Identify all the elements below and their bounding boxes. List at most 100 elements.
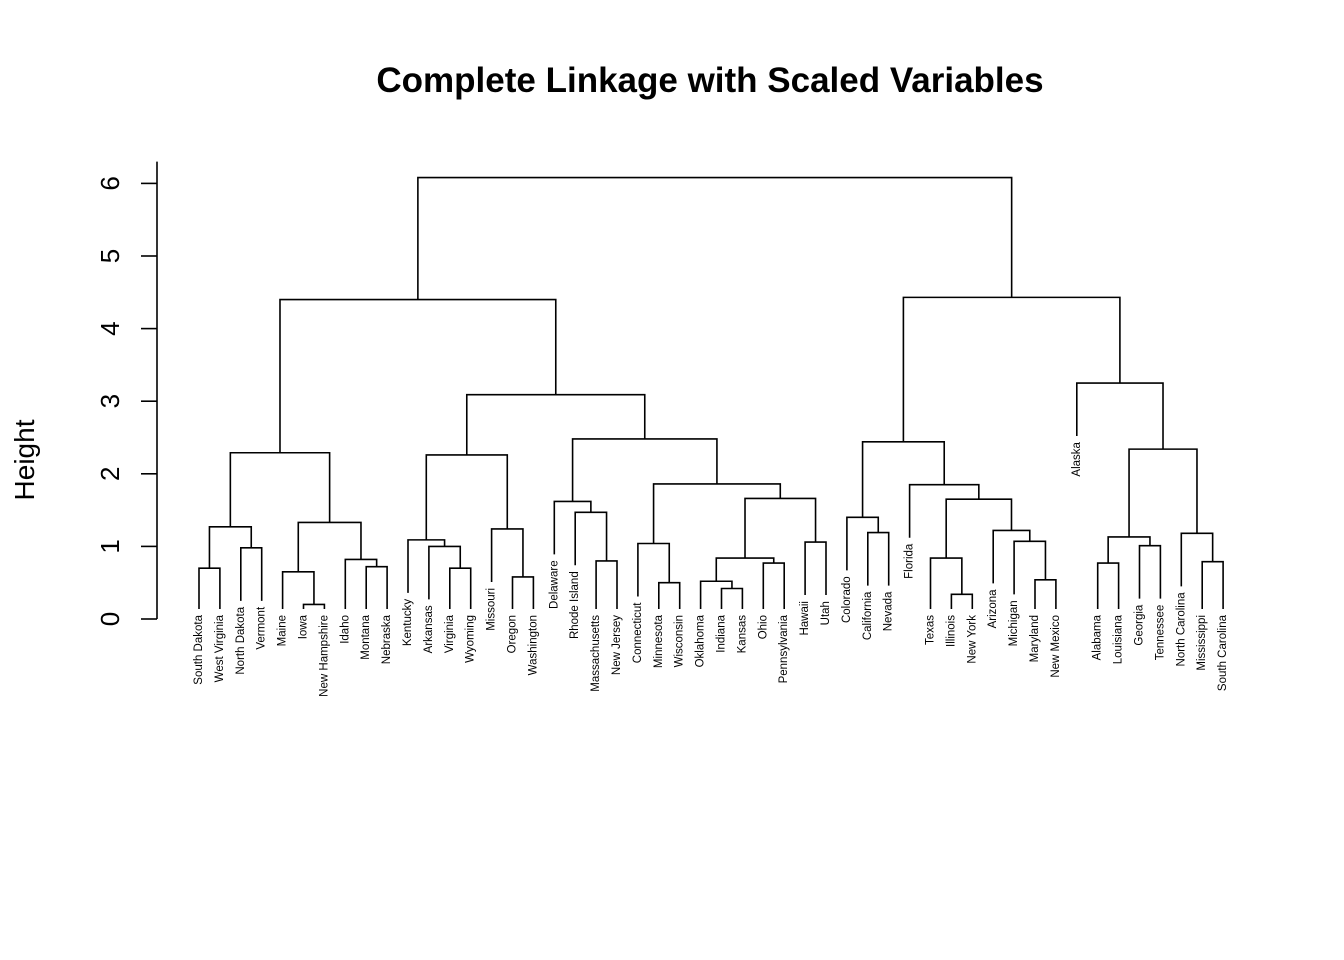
merge-link-40 <box>861 441 946 518</box>
merge-link-6 <box>365 565 388 609</box>
leaf-label-oklahoma: Oklahoma <box>695 614 707 667</box>
merge-link-11 <box>428 545 462 600</box>
leaf-label-connecticut: Connecticut <box>632 602 644 664</box>
merge-link-31 <box>867 531 890 586</box>
leaf-label-arkansas: Arkansas <box>423 605 435 653</box>
y-tick-label-3: 3 <box>95 394 125 408</box>
y-axis: 0 1 2 3 4 5 6 <box>95 161 158 626</box>
merge-link-43 <box>1107 536 1151 564</box>
leaf-label-rhode-island: Rhode Island <box>569 571 581 639</box>
leaf-label-minnesota: Minnesota <box>653 614 665 668</box>
leaf-label-iowa: Iowa <box>298 614 310 639</box>
leaf-label-delaware: Delaware <box>548 560 560 609</box>
y-tick-label-1: 1 <box>95 539 125 553</box>
merge-link-45 <box>1180 532 1214 587</box>
leaf-label-montana: Montana <box>360 614 372 659</box>
merge-link-44 <box>1201 560 1224 609</box>
leaf-label-oregon: Oregon <box>507 615 519 653</box>
leaf-label-mississippi: Mississippi <box>1196 615 1208 671</box>
merge-link-39 <box>908 483 980 538</box>
merge-link-13 <box>511 576 535 609</box>
leaf-label-massachusetts: Massachusetts <box>590 615 602 692</box>
leaf-label-kansas: Kansas <box>736 615 748 654</box>
merge-link-32 <box>846 516 880 571</box>
merge-link-19 <box>658 581 681 609</box>
merge-link-16 <box>595 560 618 609</box>
merge-link-22 <box>699 580 733 609</box>
merge-link-48 <box>902 296 1121 442</box>
leaf-label-wyoming: Wyoming <box>465 615 477 663</box>
y-tick-label-6: 6 <box>95 176 125 190</box>
leaf-label-north-carolina: North Carolina <box>1175 592 1187 667</box>
merge-link-47 <box>1076 382 1164 450</box>
leaf-label-florida: Florida <box>904 543 916 579</box>
merge-link-42 <box>1138 544 1162 599</box>
leaf-label-new-hampshire: New Hampshire <box>318 615 330 697</box>
merge-link-27 <box>652 483 782 544</box>
leaf-label-new-jersey: New Jersey <box>611 615 623 675</box>
y-tick-label-5: 5 <box>95 249 125 263</box>
merge-link-4 <box>302 603 326 609</box>
leaf-label-colorado: Colorado <box>841 576 853 623</box>
leaf-label-nevada: Nevada <box>883 591 895 631</box>
leaf-label-south-carolina: South Carolina <box>1217 614 1229 691</box>
leaf-label-utah: Utah <box>820 601 832 625</box>
leaf-label-idaho: Idaho <box>339 615 351 644</box>
merge-link-28 <box>571 438 718 502</box>
leaf-label-georgia: Georgia <box>1134 604 1146 646</box>
leaf-label-arizona: Arizona <box>987 589 999 629</box>
merge-link-34 <box>929 557 963 609</box>
leaf-label-pennsylvania: Pennsylvania <box>778 614 790 683</box>
leaf-label-vermont: Vermont <box>256 606 268 650</box>
leaf-label-new-mexico: New Mexico <box>1050 615 1062 678</box>
y-tick-label-2: 2 <box>95 467 125 481</box>
leaf-label-alaska: Alaska <box>1071 441 1083 476</box>
merge-link-41 <box>1096 562 1120 609</box>
leaf-label-hawaii: Hawaii <box>799 601 811 636</box>
merge-link-30 <box>279 298 557 453</box>
leaf-label-california: California <box>862 591 874 640</box>
leaf-label-indiana: Indiana <box>716 614 728 652</box>
leaf-label-nebraska: Nebraska <box>381 614 393 664</box>
merge-link-5 <box>281 571 315 609</box>
merge-link-37 <box>992 529 1031 584</box>
leaf-label-louisiana: Louisiana <box>1113 614 1125 664</box>
merge-link-33 <box>950 593 974 609</box>
leaf-label-alabama: Alabama <box>1092 614 1104 660</box>
leaf-label-maine: Maine <box>277 615 289 646</box>
merge-link-25 <box>804 541 827 596</box>
merge-link-38 <box>945 498 1013 559</box>
merge-link-14 <box>490 528 524 582</box>
leaf-label-texas: Texas <box>925 615 937 645</box>
merge-link-29 <box>465 393 646 455</box>
leaf-label-virginia: Virginia <box>444 614 456 653</box>
merge-link-35 <box>1034 578 1057 609</box>
merge-link-1 <box>198 567 221 609</box>
leaf-label-missouri: Missouri <box>486 588 498 631</box>
dendrogram-tree <box>198 176 1224 609</box>
merge-link-8 <box>297 521 362 572</box>
leaf-label-michigan: Michigan <box>1008 600 1020 646</box>
leaf-label-west-virginia: West Virginia <box>214 614 226 682</box>
leaf-label-ohio: Ohio <box>757 615 769 639</box>
y-tick-label-4: 4 <box>95 321 125 335</box>
merge-link-17 <box>574 511 608 566</box>
leaf-label-wisconsin: Wisconsin <box>674 615 686 667</box>
merge-link-15 <box>425 454 509 540</box>
merge-link-23 <box>762 562 785 609</box>
merge-link-36 <box>1013 540 1047 595</box>
leaf-label-washington: Washington <box>527 615 539 675</box>
leaf-label-north-dakota: North Dakota <box>235 606 247 674</box>
leaf-label-tennessee: Tennessee <box>1154 605 1166 661</box>
merge-link-24 <box>715 557 775 582</box>
leaf-label-south-dakota: South Dakota <box>193 614 205 684</box>
merge-link-18 <box>553 500 592 555</box>
merge-link-2 <box>240 547 263 601</box>
chart-title: Complete Linkage with Scaled Variables <box>376 61 1043 100</box>
merge-link-21 <box>720 587 744 609</box>
merge-link-10 <box>449 567 472 609</box>
y-axis-label: Height <box>9 419 40 500</box>
merge-link-20 <box>637 542 671 597</box>
merge-link-9 <box>229 451 331 527</box>
